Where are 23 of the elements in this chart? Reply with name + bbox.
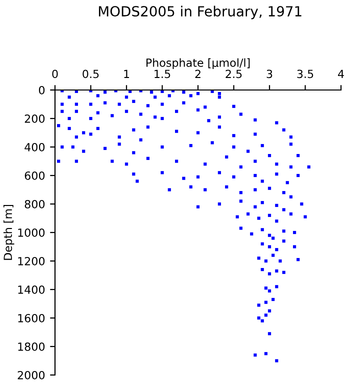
x-tick-label: 3 — [266, 70, 272, 78]
x-tick-label: 1 — [124, 70, 130, 78]
y-tick-label: 2000 — [18, 370, 45, 380]
chart-title: MODS2005 in February, 1971 — [98, 6, 302, 20]
x-tick-label: 2 — [195, 70, 200, 78]
x-tick-label: 2.5 — [226, 70, 242, 78]
y-tick-label: 800 — [24, 200, 45, 208]
x-tick-label: 3.5 — [297, 70, 314, 78]
y-tick-label: 1000 — [18, 228, 45, 237]
x-tick-label: 1.5 — [154, 70, 170, 78]
y-tick-label: 0 — [38, 86, 45, 94]
y-tick-label: 200 — [24, 114, 45, 123]
x-tick-label: 0.5 — [82, 70, 99, 78]
y-tick-label: 1400 — [18, 285, 45, 294]
y-tick-label: 1600 — [18, 314, 45, 322]
x-tick-label: 0 — [52, 70, 58, 78]
y-axis-title: Depth [m] — [3, 205, 14, 260]
y-tick-label: 1800 — [18, 342, 45, 351]
y-tick-label: 400 — [24, 142, 45, 152]
x-axis-title: Phosphate [µmol/l] — [146, 58, 250, 70]
x-tick-label: 4 — [338, 70, 344, 78]
y-tick-label: 1200 — [18, 256, 45, 266]
y-tick-label: 600 — [24, 171, 45, 180]
